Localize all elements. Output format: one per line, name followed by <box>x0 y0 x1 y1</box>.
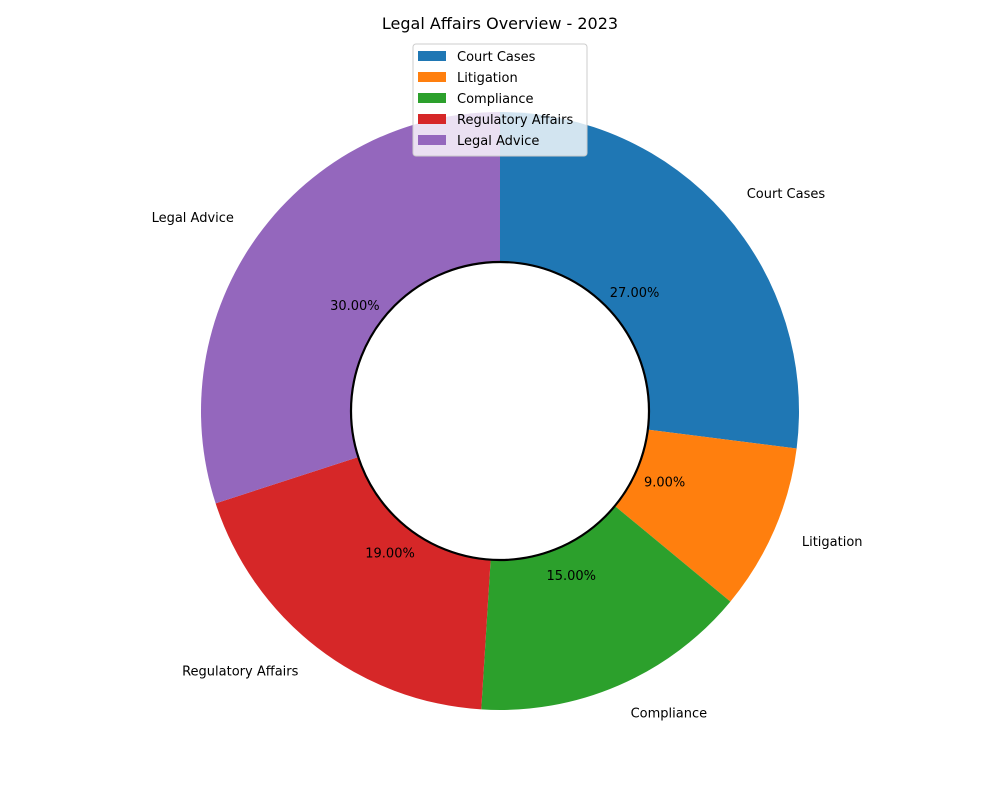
legend-label-litigation: Litigation <box>457 71 518 86</box>
legend-label-compliance: Compliance <box>457 92 534 107</box>
percent-label-legal-advice: 30.00% <box>330 299 380 314</box>
legend: Court Cases Litigation Compliance Regulator… <box>412 43 588 157</box>
category-label-regulatory-affairs: Regulatory Affairs <box>182 664 299 679</box>
category-label-litigation: Litigation <box>802 535 863 550</box>
percent-label-regulatory-affairs: 19.00% <box>365 546 415 561</box>
legend-label-legal-advice: Legal Advice <box>457 134 539 149</box>
percent-label-litigation: 9.00% <box>644 476 685 491</box>
category-label-compliance: Compliance <box>631 706 708 721</box>
legend-swatch-legal-advice <box>418 135 446 145</box>
category-label-court-cases: Court Cases <box>747 187 826 202</box>
legend-box <box>412 43 588 157</box>
percent-label-court-cases: 27.00% <box>610 286 660 301</box>
category-labels-group: Court Cases Litigation Compliance Regulator… <box>152 187 863 721</box>
percent-labels-group: 27.00% 9.00% 15.00% 19.00% 30.00% <box>330 286 685 584</box>
legend-swatch-court-cases <box>418 51 446 61</box>
legend-label-court-cases: Court Cases <box>457 50 536 65</box>
legend-swatch-regulatory-affairs <box>418 114 446 124</box>
legend-label-regulatory-affairs: Regulatory Affairs <box>457 113 574 128</box>
category-label-legal-advice: Legal Advice <box>152 211 234 226</box>
chart-title: Legal Affairs Overview - 2023 <box>382 14 618 33</box>
percent-label-compliance: 15.00% <box>546 569 596 584</box>
legend-swatch-litigation <box>418 72 446 82</box>
donut-center-hole <box>349 260 651 562</box>
legend-swatch-compliance <box>418 93 446 103</box>
